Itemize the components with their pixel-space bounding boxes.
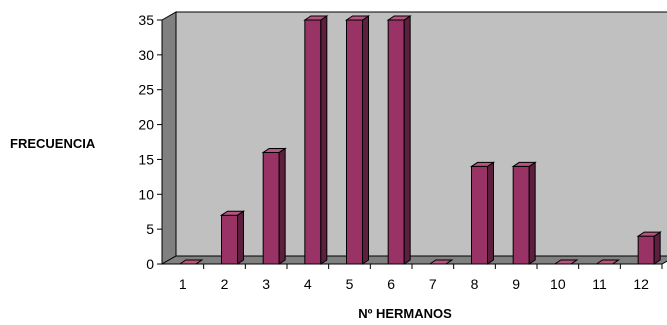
bar-side xyxy=(362,15,369,265)
bar-9 xyxy=(511,161,537,265)
side-wall xyxy=(161,11,177,265)
bar-front xyxy=(221,214,238,265)
y-tick-label: 10 xyxy=(138,186,154,202)
bar-front xyxy=(346,19,363,265)
bar-side xyxy=(528,161,536,265)
bar-top xyxy=(303,15,329,21)
bar-side xyxy=(487,161,494,265)
x-tick-label: 9 xyxy=(512,276,520,292)
bar-side xyxy=(278,147,286,265)
bar-2 xyxy=(219,210,246,265)
bar-8 xyxy=(469,161,496,265)
x-tick-label: 6 xyxy=(387,276,395,292)
x-tick-label: 8 xyxy=(471,276,479,292)
bar-3 xyxy=(261,147,287,265)
y-axis-ticks: 0 5 10 15 20 25 30 35 xyxy=(138,12,163,272)
x-axis-title: Nº HERMANOS xyxy=(358,306,452,321)
bar-top xyxy=(261,147,287,153)
x-tick-label: 2 xyxy=(221,276,229,292)
x-tick-label: 5 xyxy=(346,276,354,292)
x-tick-label: 12 xyxy=(633,276,649,292)
x-tick-label: 11 xyxy=(592,276,607,292)
x-axis-ticks: 1 2 3 4 5 6 7 8 9 10 11 12 xyxy=(162,263,663,292)
bar-front xyxy=(637,235,655,265)
bar-side xyxy=(403,15,411,265)
bar-12 xyxy=(636,231,662,265)
bar-top xyxy=(344,15,371,21)
x-tick-label: 1 xyxy=(179,276,187,292)
y-tick-label: 35 xyxy=(138,12,154,28)
bar-front xyxy=(512,165,530,265)
y-axis-title: FRECUENCIA xyxy=(10,136,96,151)
bar-top xyxy=(636,231,662,237)
bar-front xyxy=(387,19,405,265)
y-tick-label: 15 xyxy=(138,151,154,167)
bar-top xyxy=(511,161,537,167)
y-tick-label: 25 xyxy=(138,82,154,98)
y-tick-label: 0 xyxy=(146,256,154,272)
bar-front xyxy=(262,151,280,265)
bar-front xyxy=(471,165,488,265)
bar-top xyxy=(219,210,246,216)
bar-top xyxy=(469,161,496,167)
bar-side xyxy=(653,231,661,265)
bar-6 xyxy=(386,15,412,265)
bar-5 xyxy=(344,15,371,265)
bar-10 xyxy=(553,259,579,265)
x-tick-label: 4 xyxy=(304,276,312,292)
x-tick-label: 3 xyxy=(262,276,270,292)
y-tick-label: 30 xyxy=(138,47,154,63)
x-tick-label: 7 xyxy=(429,276,437,292)
bar-4 xyxy=(303,15,329,265)
x-tick-label: 10 xyxy=(550,276,566,292)
y-tick-label: 20 xyxy=(138,117,154,133)
bar-top xyxy=(386,15,412,21)
bar-side xyxy=(237,210,244,265)
y-tick-label: 5 xyxy=(146,221,154,237)
plot-background xyxy=(160,11,667,265)
bar-front xyxy=(304,19,322,265)
back-wall xyxy=(175,11,667,257)
bar-side xyxy=(320,15,328,265)
